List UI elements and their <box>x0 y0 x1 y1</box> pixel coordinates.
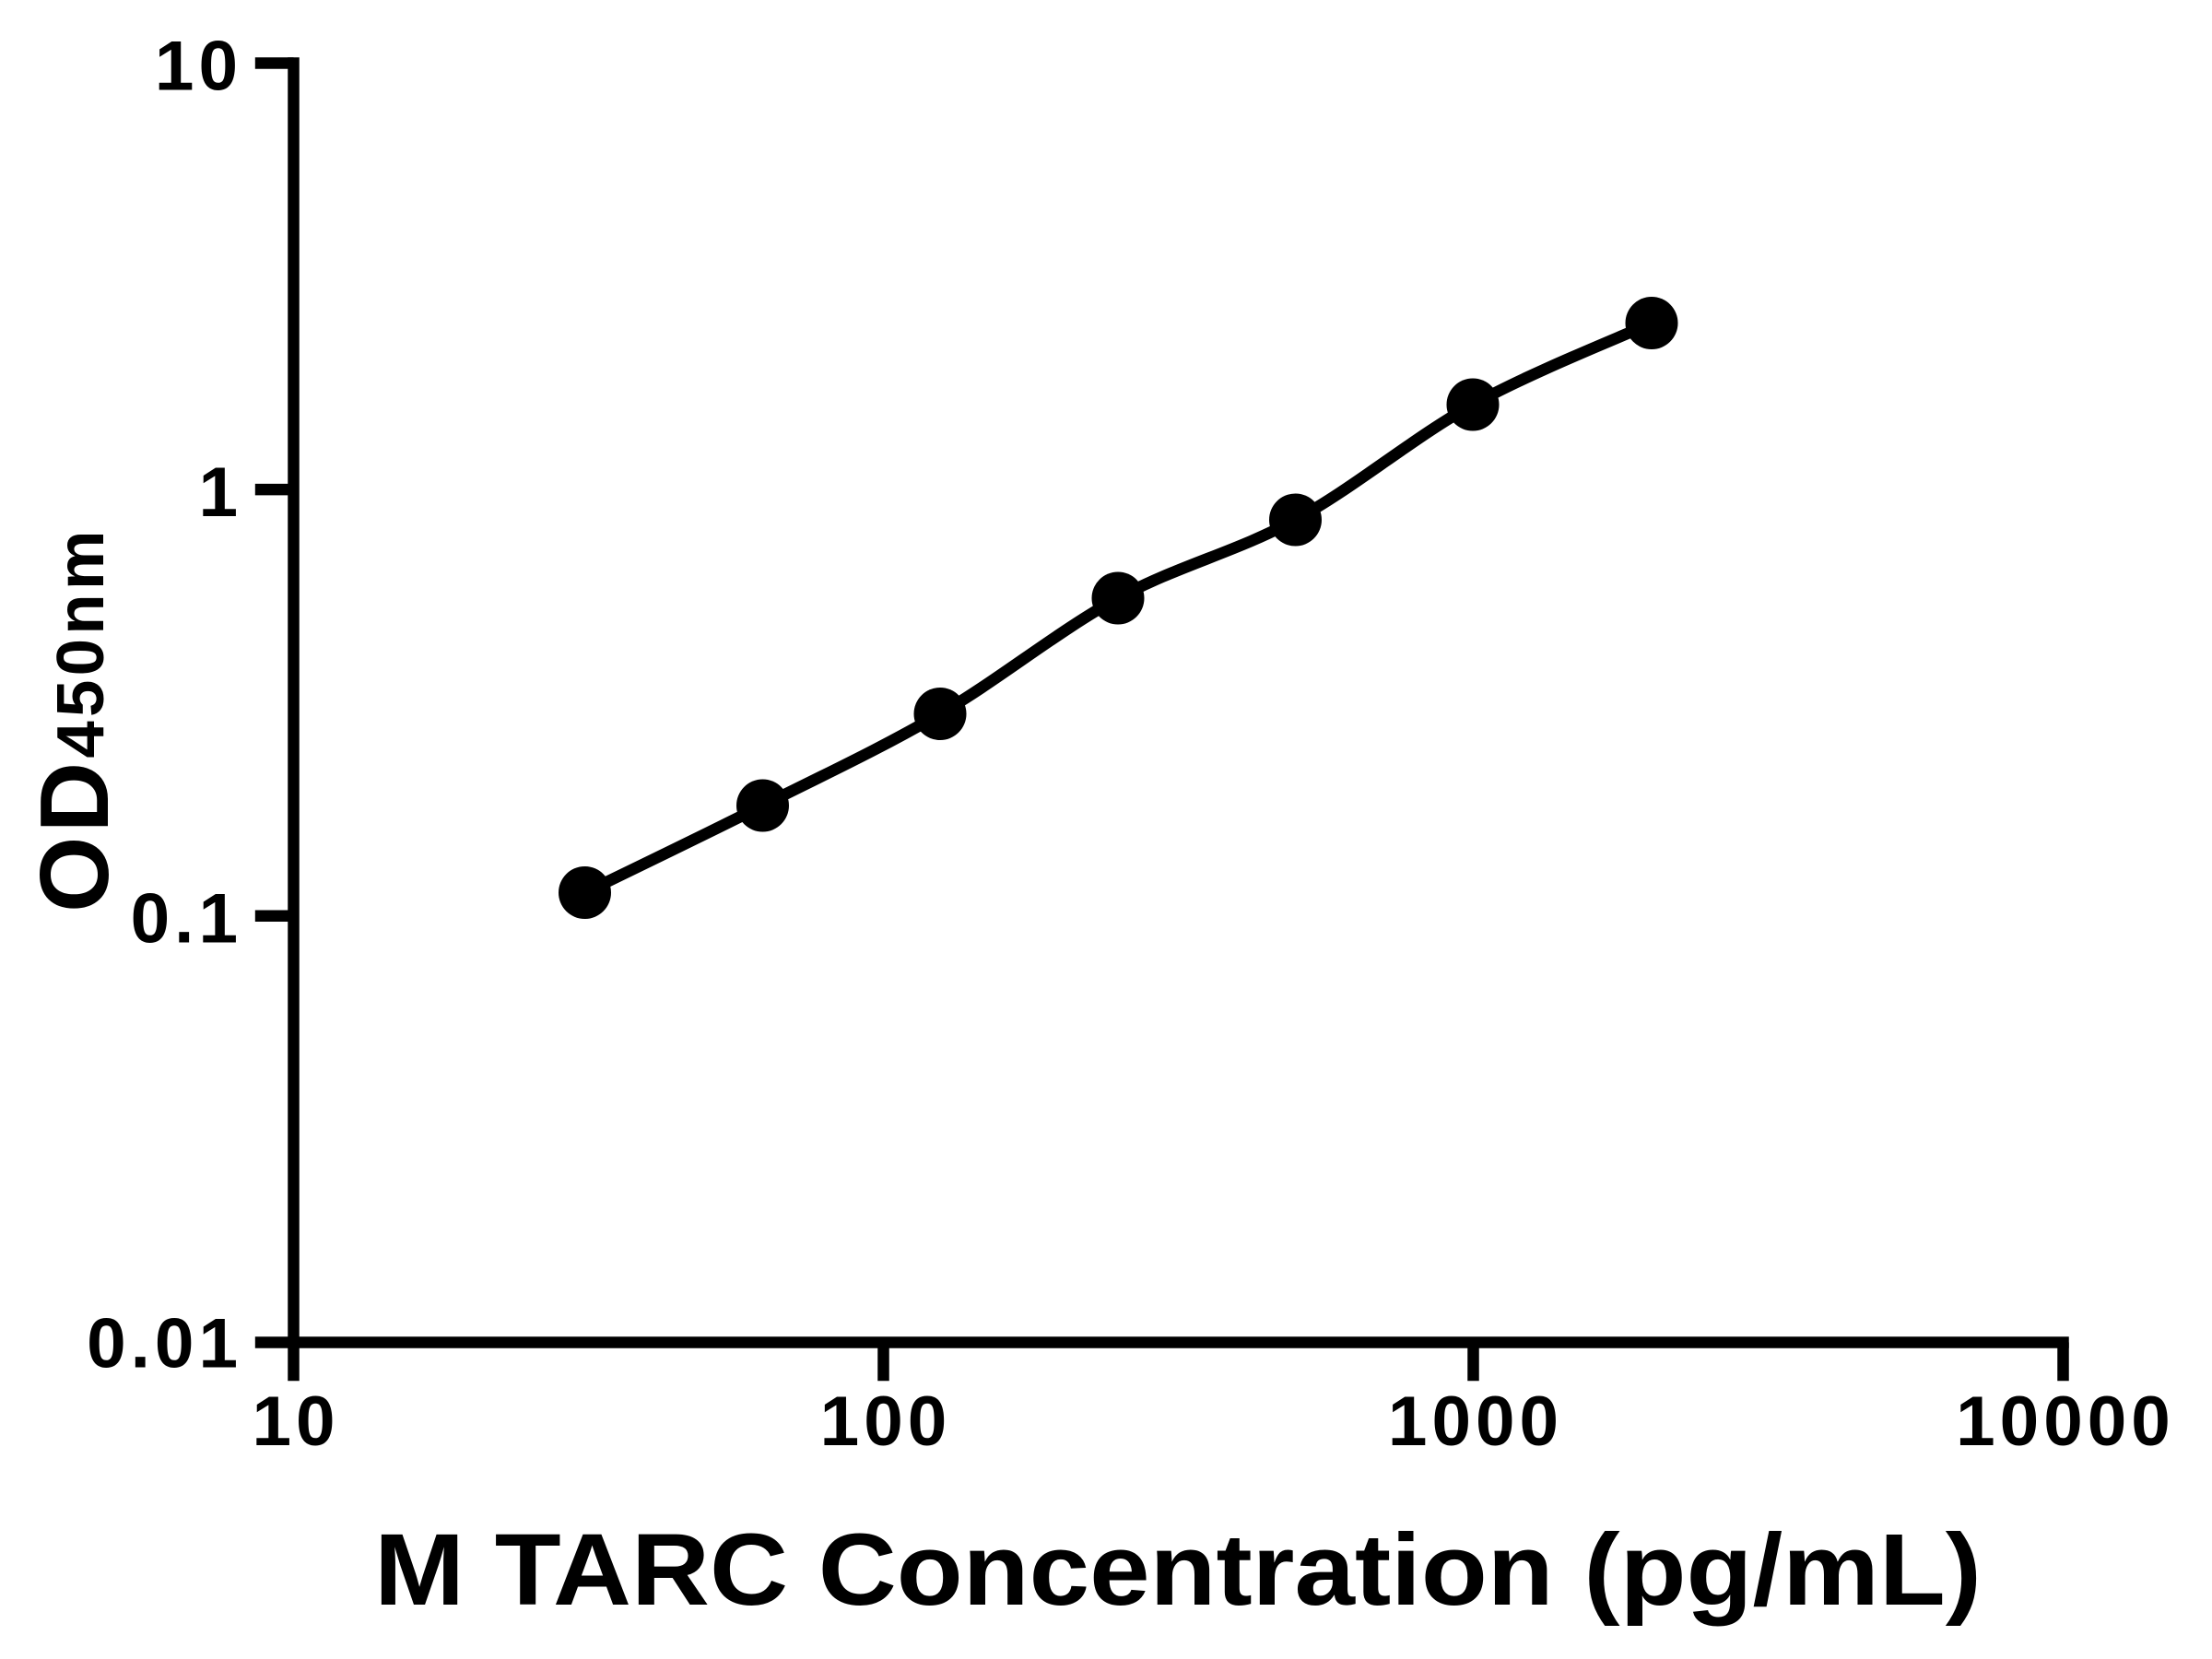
svg-text:1000: 1000 <box>1388 1382 1563 1461</box>
svg-text:10: 10 <box>252 1382 339 1461</box>
svg-text:M TARC Concentration (pg/mL): M TARC Concentration (pg/mL) <box>374 1513 1982 1627</box>
svg-text:0.1: 0.1 <box>131 880 242 959</box>
svg-text:100: 100 <box>820 1382 952 1461</box>
svg-text:10: 10 <box>155 28 242 106</box>
svg-text:1: 1 <box>198 453 242 532</box>
svg-text:10000: 10000 <box>1956 1382 2175 1461</box>
svg-text:0.01: 0.01 <box>87 1305 242 1383</box>
